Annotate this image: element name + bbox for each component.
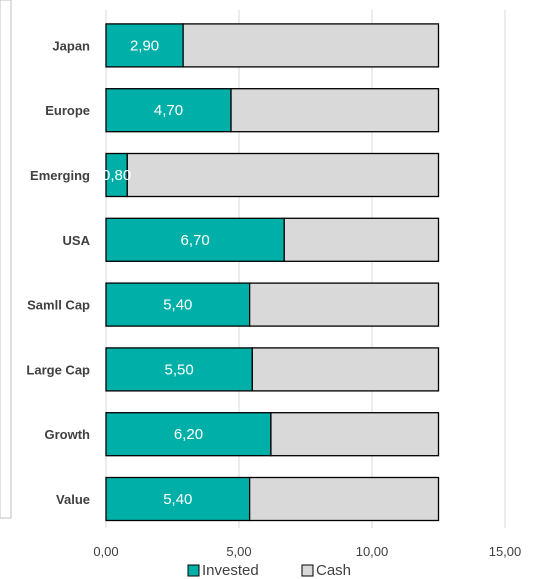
bar-invested (105, 282, 251, 327)
x-tick-label: 15,00 (489, 544, 522, 559)
category-labels: Japan Europe Emerging USA Samll Cap Large Cap… (26, 38, 90, 507)
category-label: Emerging (30, 168, 90, 183)
bar-invested (105, 217, 285, 262)
x-tick-labels: 0,00 5,00 10,00 15,00 (93, 544, 521, 559)
category-label: Japan (52, 38, 90, 53)
category-label: Growth (45, 427, 91, 442)
bar-cash (126, 152, 440, 198)
data-label: 6,20 (174, 426, 203, 443)
category-label: Value (56, 492, 90, 507)
category-label: Europe (45, 103, 90, 118)
data-label: 5,40 (163, 491, 192, 508)
data-label: 6,70 (181, 232, 210, 249)
x-tick-label: 0,00 (93, 544, 118, 559)
bar-invested (105, 412, 272, 457)
category-label: Samll Cap (27, 298, 90, 313)
x-tick-label: 5,00 (226, 544, 251, 559)
data-label: 5,40 (163, 297, 192, 314)
bar-cash (251, 347, 440, 392)
left-cropped-panel (0, 0, 12, 519)
legend: Invested Cash (187, 562, 351, 579)
bar-cash (283, 217, 440, 262)
x-tick-label: 10,00 (356, 544, 389, 559)
legend-swatch-invested (187, 564, 200, 577)
bar-cash (182, 23, 440, 68)
bar-cash (230, 88, 440, 133)
bar-cash (248, 282, 440, 327)
data-label: 4,70 (154, 102, 183, 119)
bar-cash (270, 412, 440, 457)
data-label: 0,80 (102, 167, 131, 184)
bar-invested (105, 23, 184, 68)
bars-group: 2,90 4,70 0,80 6,70 5,40 5,50 6,20 5,40 (102, 23, 440, 522)
legend-label-invested: Invested (202, 562, 259, 579)
data-label: 5,50 (165, 361, 194, 378)
category-label: Large Cap (26, 362, 90, 377)
legend-swatch-cash (301, 564, 314, 577)
legend-label-cash: Cash (316, 562, 351, 579)
category-label: USA (63, 233, 91, 248)
bar-invested (105, 88, 232, 133)
bar-cash (248, 476, 440, 522)
data-label: 2,90 (130, 37, 159, 54)
bar-invested (105, 347, 253, 392)
